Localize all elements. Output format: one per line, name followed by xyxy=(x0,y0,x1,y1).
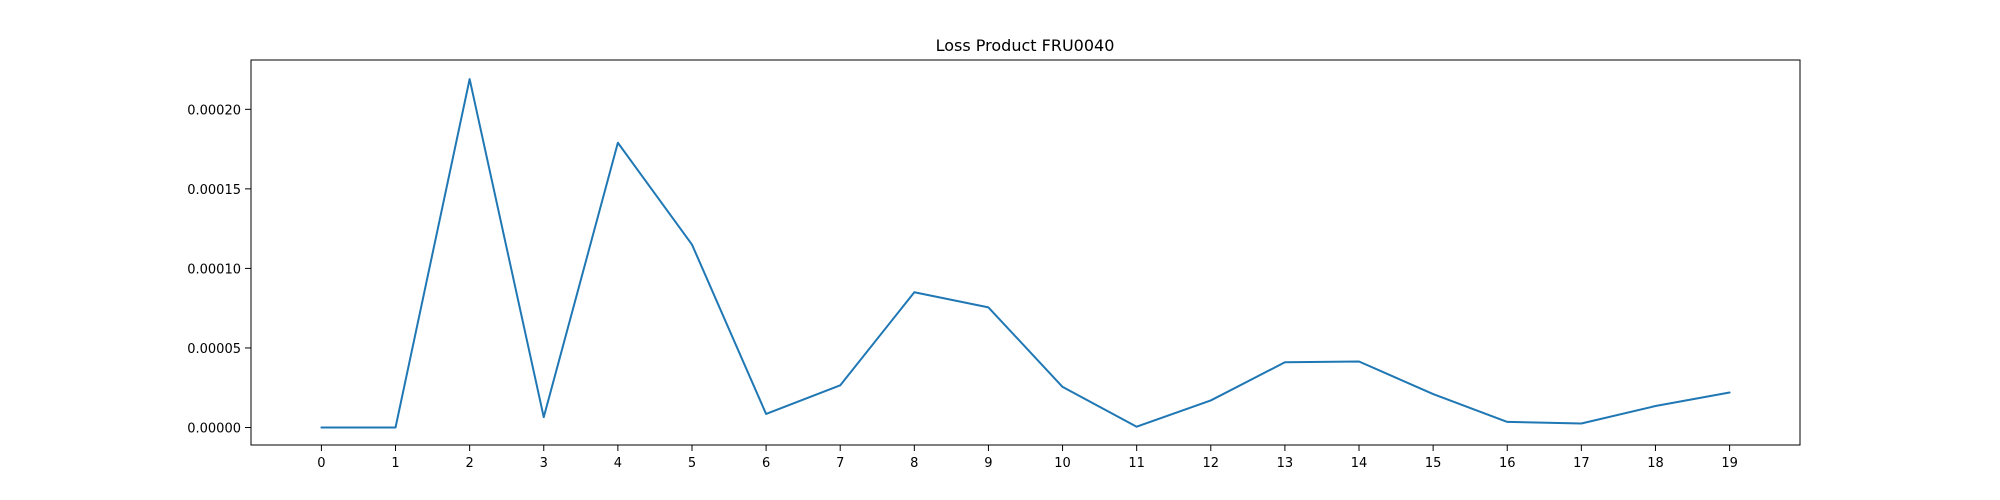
x-tick-label: 4 xyxy=(614,456,622,471)
x-axis: 0 1 2 3 4 5 6 7 8 9 10 11 12 13 14 15 16 17 18 19 xyxy=(317,445,1738,471)
x-tick-label: 18 xyxy=(1647,456,1664,471)
chart-title: Loss Product FRU0040 xyxy=(936,36,1115,55)
x-tick-label: 0 xyxy=(317,456,325,471)
plot-frame xyxy=(250,59,1801,446)
y-tick-label: 0.00010 xyxy=(187,262,241,277)
x-tick-label: 19 xyxy=(1721,456,1738,471)
x-tick-label: 11 xyxy=(1128,456,1145,471)
x-tick-label: 7 xyxy=(836,456,844,471)
x-tick-label: 1 xyxy=(391,456,399,471)
x-tick-label: 17 xyxy=(1573,456,1590,471)
x-tick-label: 3 xyxy=(540,456,548,471)
x-tick-label: 12 xyxy=(1203,456,1220,471)
x-tick-label: 2 xyxy=(465,456,473,471)
x-tick-label: 16 xyxy=(1499,456,1516,471)
x-tick-label: 6 xyxy=(762,456,770,471)
y-tick-label: 0.00005 xyxy=(187,342,241,357)
y-tick-label: 0.00000 xyxy=(187,422,241,437)
series-group xyxy=(320,78,1731,429)
x-tick-label: 9 xyxy=(984,456,992,471)
series-line xyxy=(320,78,1731,429)
x-tick-label: 8 xyxy=(910,456,918,471)
x-tick-label: 10 xyxy=(1054,456,1071,471)
x-tick-label: 5 xyxy=(688,456,696,471)
y-tick-label: 0.00015 xyxy=(187,183,241,198)
y-tick-label: 0.00020 xyxy=(187,103,241,118)
x-tick-label: 13 xyxy=(1277,456,1294,471)
x-tick-label: 15 xyxy=(1425,456,1442,471)
y-axis: 0.00000 0.00005 0.00010 0.00015 0.00020 xyxy=(187,103,251,437)
x-tick-label: 14 xyxy=(1351,456,1368,471)
